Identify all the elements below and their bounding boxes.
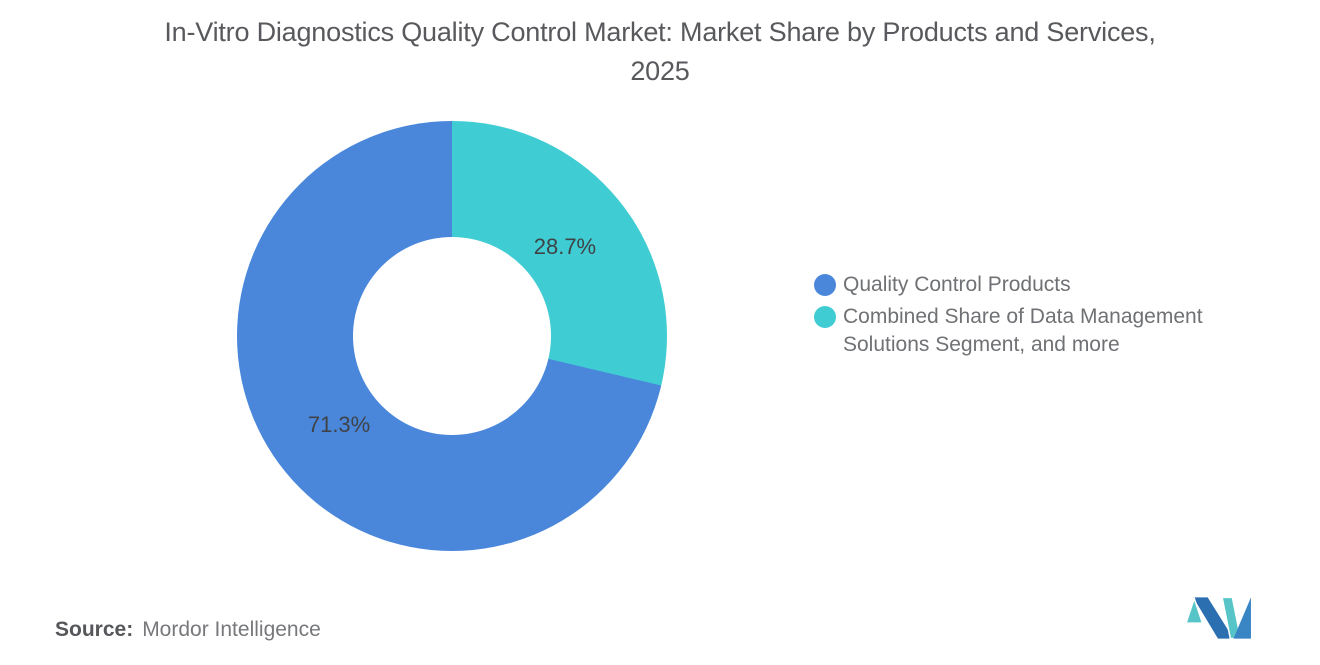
legend-swatch-icon bbox=[814, 306, 836, 328]
donut-hole bbox=[353, 237, 551, 435]
source-line: Source: Mordor Intelligence bbox=[55, 618, 321, 642]
legend: Quality Control Products Combined Share … bbox=[814, 271, 1244, 363]
chart-title: In-Vitro Diagnostics Quality Control Mar… bbox=[164, 17, 1156, 86]
source-prefix: Source: bbox=[55, 618, 134, 641]
donut-chart: 71.3% 28.7% bbox=[237, 121, 667, 551]
legend-swatch-icon bbox=[814, 274, 836, 296]
legend-label-combined-share: Combined Share of Data Management Soluti… bbox=[843, 305, 1203, 356]
mordor-intelligence-logo bbox=[1186, 597, 1251, 639]
legend-item-quality-control-products: Quality Control Products bbox=[814, 271, 1244, 299]
source-text: Mordor Intelligence bbox=[142, 618, 321, 641]
legend-item-combined-share: Combined Share of Data Management Soluti… bbox=[814, 303, 1244, 359]
slice-label-quality-control-products: 71.3% bbox=[307, 412, 371, 438]
slice-label-combined-share: 28.7% bbox=[533, 233, 597, 259]
legend-label-quality-control-products: Quality Control Products bbox=[843, 273, 1071, 296]
